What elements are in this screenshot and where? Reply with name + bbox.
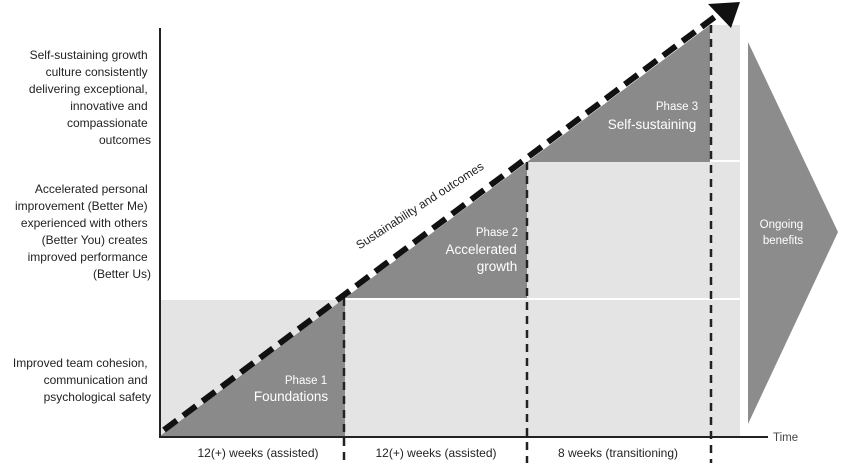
level-1-line: communication and bbox=[44, 373, 148, 387]
band-level-2 bbox=[527, 162, 740, 298]
duration-3: 8 weeks (transitioning) bbox=[558, 446, 678, 460]
level-2-line: improved performance bbox=[28, 250, 148, 264]
phase-2-triangle bbox=[345, 162, 527, 298]
phase-3-title: Self-sustaining bbox=[608, 117, 697, 132]
level-2-line: improvement (Better Me) bbox=[15, 199, 148, 213]
level-2-line: Accelerated personal bbox=[35, 182, 148, 196]
phase-3-number: Phase 3 bbox=[656, 101, 698, 113]
phase-2-number: Phase 2 bbox=[476, 227, 518, 239]
trend-arrow-head bbox=[708, 2, 740, 28]
phase-2-title-line: Accelerated bbox=[445, 242, 516, 257]
band-level-3 bbox=[710, 25, 740, 160]
level-3-line: delivering exceptional, bbox=[29, 82, 148, 96]
level-3-line: innovative and bbox=[70, 99, 147, 113]
level-1-line: Improved team cohesion, bbox=[13, 356, 148, 370]
trend-line bbox=[162, 7, 726, 433]
phase-1-number: Phase 1 bbox=[285, 375, 327, 387]
level-3-line: culture consistently bbox=[46, 65, 148, 79]
duration-2: 12(+) weeks (assisted) bbox=[375, 446, 496, 460]
x-axis-label: Time bbox=[773, 432, 798, 444]
phase-2-title: Accelerated growth bbox=[445, 242, 520, 274]
level-3-line: compassionate bbox=[67, 116, 148, 130]
level-3-line: Self-sustaining growth bbox=[30, 48, 148, 62]
duration-1: 12(+) weeks (assisted) bbox=[197, 446, 318, 460]
phase-2-title-line: growth bbox=[477, 259, 518, 274]
level-2-line: (Better Us) bbox=[93, 267, 151, 281]
level-1-line: psychological safety bbox=[44, 390, 151, 404]
level-3-line: outcomes bbox=[99, 133, 151, 147]
ongoing-benefits-line: benefits bbox=[763, 235, 804, 247]
level-1-description: Improved team cohesion, communication an… bbox=[13, 356, 151, 404]
ongoing-benefits-label: Ongoing benefits bbox=[760, 219, 807, 247]
phase-3-triangle bbox=[527, 25, 710, 162]
level-3-description: Self-sustaining growth culture consisten… bbox=[29, 48, 151, 147]
ongoing-benefits-arrow bbox=[748, 42, 838, 424]
ongoing-benefits-line: Ongoing bbox=[760, 219, 803, 231]
level-2-description: Accelerated personal improvement (Better… bbox=[15, 182, 151, 281]
phase-1-title: Foundations bbox=[254, 389, 329, 404]
level-2-line: experienced with others bbox=[21, 216, 148, 230]
level-2-line: (Better You) creates bbox=[42, 233, 148, 247]
